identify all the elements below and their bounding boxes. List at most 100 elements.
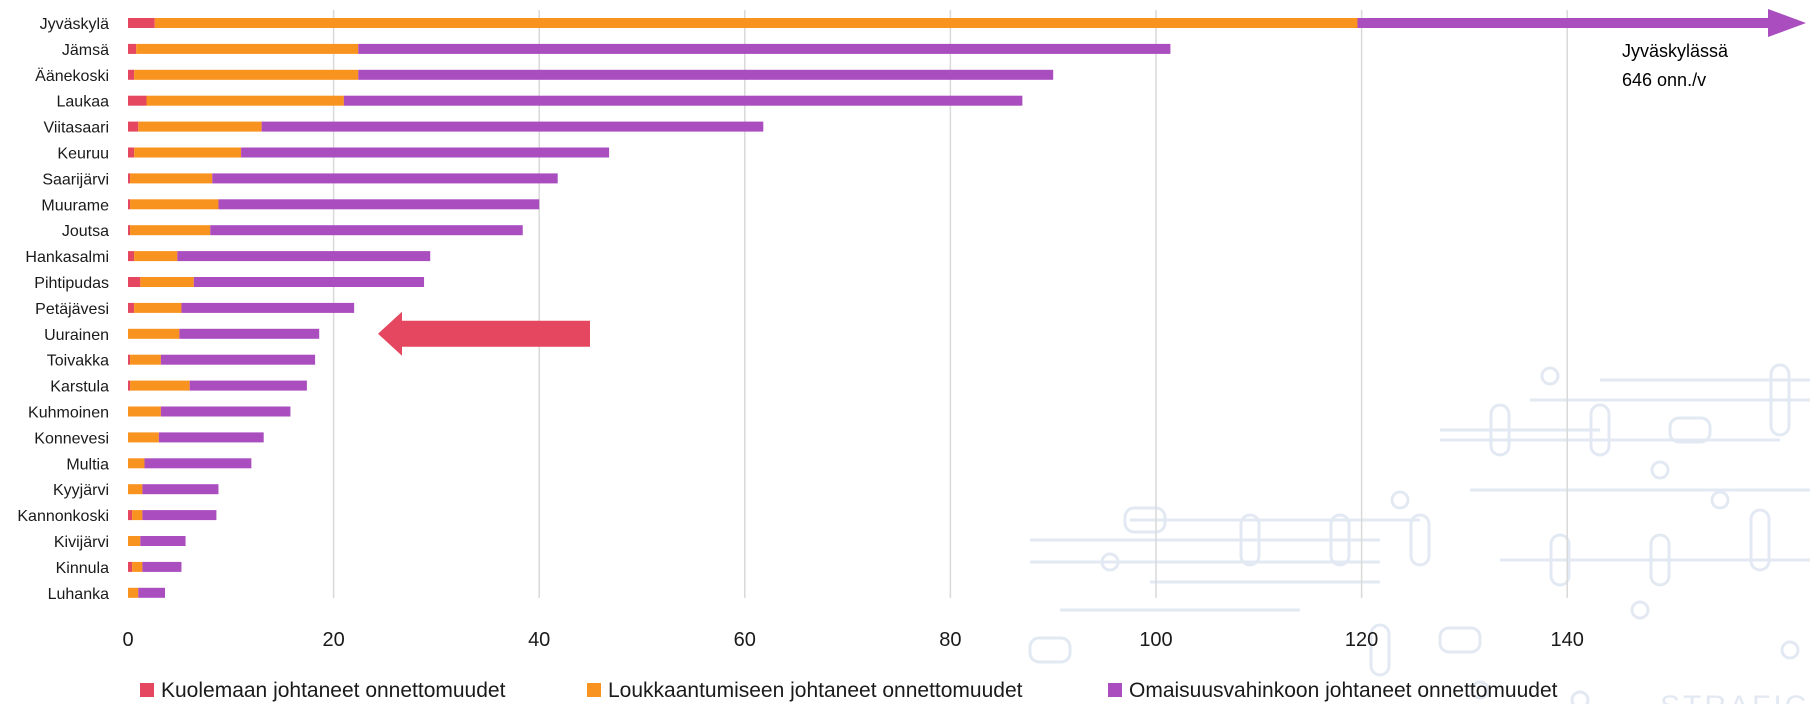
annotation-line-1: Jyväskylässä [1622, 41, 1729, 61]
category-label: Hankasalmi [25, 249, 109, 266]
bar-segment [134, 147, 242, 158]
category-label: Jämsä [62, 42, 109, 59]
x-tick-label: 120 [1345, 629, 1378, 651]
bar-segment [128, 302, 135, 313]
annotation-line-2: 646 onn./v [1622, 70, 1706, 90]
bar-segment [140, 536, 186, 546]
bar-segment [218, 199, 540, 210]
bar-segment [128, 484, 143, 495]
bar-segment [128, 147, 135, 158]
bar-segment [128, 95, 147, 106]
bar-segment [130, 173, 213, 184]
bar-segment [144, 458, 252, 469]
category-label: Petäjävesi [35, 301, 109, 318]
legend-label: Omaisuusvahinkoon johtaneet onnettomuude… [1129, 679, 1558, 702]
bar-segment [128, 328, 180, 339]
bar-segment [130, 225, 211, 236]
bar-segment [128, 277, 141, 287]
category-label: Karstula [50, 379, 109, 396]
bar-segment [128, 225, 131, 236]
category-label: Viitasaari [43, 120, 109, 137]
bar-segment [128, 536, 141, 546]
bar-segment [189, 380, 307, 391]
bar-segment [241, 147, 610, 158]
bar-segment [128, 354, 131, 365]
bar-segment [142, 484, 219, 495]
legend-swatch [1108, 683, 1122, 697]
bar-segment [128, 173, 131, 184]
category-label: Kannonkoski [17, 508, 109, 525]
bar-segment [128, 251, 135, 262]
bar-segment [128, 432, 159, 443]
category-label: Keuruu [57, 146, 109, 163]
bar-segment [128, 69, 135, 80]
highlight-arrow [378, 311, 590, 356]
bar-segment [142, 510, 217, 521]
x-tick-label: 40 [528, 629, 550, 651]
bar-segment [130, 199, 219, 210]
bar-segment [140, 277, 194, 287]
bar-segment [134, 251, 178, 262]
bar-segment [128, 380, 131, 391]
bar-segment [130, 354, 161, 365]
category-label: Kyyjärvi [53, 482, 109, 499]
bar-segment [261, 121, 764, 132]
bar-segment [134, 302, 182, 313]
legend-label: Loukkaantumiseen johtaneet onnettomuudet [608, 679, 1023, 702]
bar-segment [128, 458, 145, 469]
bar-segment [136, 43, 359, 54]
bar-segment [160, 354, 316, 365]
bar-segment [134, 69, 359, 80]
bar-segment [210, 225, 523, 236]
category-label: Äänekoski [35, 67, 109, 85]
bar-segment [128, 406, 161, 417]
bar-segment [128, 510, 133, 521]
bar-segment [128, 561, 133, 572]
bars [128, 18, 1770, 598]
gridlines [332, 10, 1568, 598]
bar-segment [158, 432, 264, 443]
bar-segment [343, 95, 1023, 106]
category-label: Kivijärvi [54, 534, 109, 551]
bar-segment [179, 328, 320, 339]
category-label: Joutsa [62, 223, 109, 240]
bar-segment [358, 43, 1171, 54]
arrows [378, 9, 1806, 356]
x-tick-label: 60 [734, 629, 756, 651]
bar-segment [138, 121, 262, 132]
category-label: Kuhmoinen [28, 405, 109, 422]
bar-segment [160, 406, 291, 417]
bar-segment [128, 199, 131, 210]
bar-segment [138, 587, 166, 598]
category-label: Toivakka [47, 353, 109, 370]
category-label: Laukaa [57, 94, 110, 111]
bar-segment [154, 18, 1358, 28]
category-label: Kinnula [56, 560, 109, 577]
bar-segment [142, 561, 182, 572]
legend-swatch [140, 683, 154, 697]
bar-segment [146, 95, 344, 106]
category-label: Muurame [41, 197, 109, 214]
x-tick-label: 100 [1139, 629, 1172, 651]
category-label: Luhanka [48, 586, 109, 603]
x-tick-labels: 0 20 40 60 80 100 120 140 [122, 629, 1583, 651]
truncated-bar-arrowhead [1768, 9, 1806, 37]
bar-segment [128, 43, 137, 54]
x-tick-label: 0 [122, 629, 133, 651]
category-label: Uurainen [44, 327, 109, 344]
bar-segment [130, 380, 190, 391]
legend-label: Kuolemaan johtaneet onnettomuudet [161, 679, 506, 702]
bar-segment [177, 251, 431, 262]
bar-segment [181, 302, 355, 313]
bar-segment [1357, 18, 1770, 28]
x-tick-label: 20 [322, 629, 344, 651]
category-label: Jyväskylä [40, 16, 109, 33]
bar-segment [128, 18, 155, 28]
bar-segment [193, 277, 425, 287]
legend-swatch [587, 683, 601, 697]
category-label: Konnevesi [34, 430, 109, 447]
category-label: Multia [66, 456, 109, 473]
watermark-logo [1028, 363, 1810, 704]
category-label: Pihtipudas [34, 275, 109, 292]
